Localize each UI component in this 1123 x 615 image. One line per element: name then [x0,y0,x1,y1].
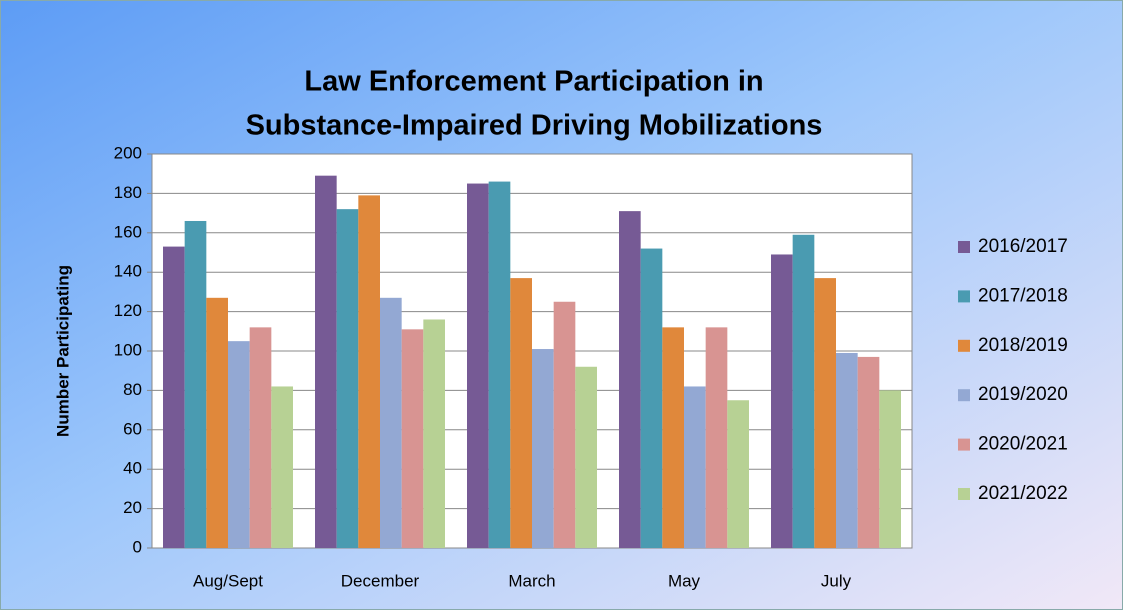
legend-swatch [958,241,970,253]
y-tick-label: 160 [114,222,142,241]
bar [488,181,511,548]
bar [836,352,858,548]
legend-label: 2019/2020 [978,384,1068,405]
y-tick-label: 180 [114,183,142,202]
chart-title: Substance-Impaired Driving Mobilizations [246,110,823,142]
bar [532,349,554,548]
x-tick-label: March [508,571,555,590]
bar [510,278,532,548]
x-tick-label: July [821,571,852,590]
bar [315,175,337,549]
bar [163,246,185,548]
bar [619,211,641,548]
y-tick-label: 200 [114,143,142,162]
bar [575,366,597,548]
bar [271,386,293,548]
y-tick-label: 100 [114,340,142,359]
bar [249,327,272,548]
legend-label: 2016/2017 [978,236,1068,257]
bar [857,356,880,548]
bar [401,329,424,548]
y-tick-label: 60 [123,419,142,438]
bar [814,278,836,548]
chart-title: Law Enforcement Participation in [304,66,763,98]
bar [684,386,706,548]
bar [640,248,663,548]
y-tick-label: 20 [123,498,142,517]
bar [879,390,901,548]
y-tick-label: 40 [123,459,142,478]
legend-swatch [958,389,970,402]
legend-label: 2021/2022 [978,483,1068,504]
x-tick-label: December [341,571,420,590]
legend-label: 2018/2019 [978,335,1068,356]
bar [380,297,402,548]
legend-label: 2020/2021 [978,434,1068,455]
y-tick-label: 120 [114,301,142,320]
bar [792,234,815,548]
bar [771,254,793,548]
y-tick-label: 0 [133,537,142,556]
legend-swatch [958,488,970,500]
legend-label: 2017/2018 [978,285,1068,306]
x-tick-label: Aug/Sept [193,571,263,590]
bar [662,327,684,548]
legend-swatch [958,438,970,451]
bar [336,209,359,548]
legend-swatch [958,339,970,352]
bar [184,220,207,549]
bar [705,327,728,548]
y-tick-label: 140 [114,262,142,281]
bar [358,195,380,548]
bar [553,301,576,548]
bar [206,297,228,548]
y-tick-label: 80 [123,380,142,399]
bar [467,183,489,549]
legend-swatch [958,290,970,303]
bar [727,400,749,548]
bar [228,341,250,548]
x-tick-label: May [668,571,701,590]
y-axis-label: Number Participating [53,265,72,437]
bar [423,319,445,548]
